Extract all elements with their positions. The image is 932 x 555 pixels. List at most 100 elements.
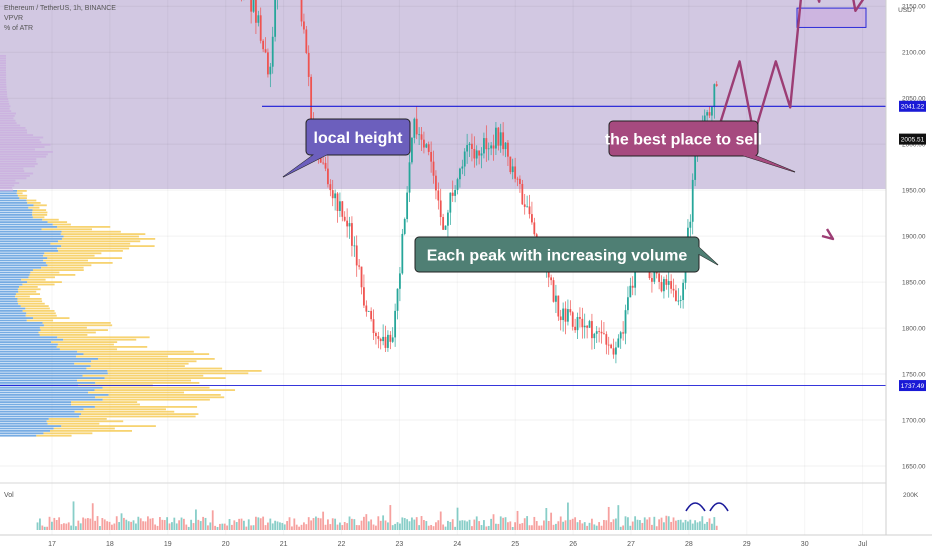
volume-bar [653, 516, 656, 530]
vp-bar-up [47, 422, 100, 425]
vp-bar-up [0, 93, 8, 96]
vp-bar-down [0, 218, 43, 221]
volume-bar [82, 517, 85, 530]
candle-body [442, 217, 445, 230]
vp-bar-up [91, 360, 197, 363]
volume-bar [576, 522, 579, 530]
vp-bar-up [41, 266, 84, 269]
vp-bar-down [0, 216, 33, 219]
vp-bar-down [0, 214, 33, 216]
volume-bar [444, 526, 447, 530]
volume-bar [531, 525, 533, 530]
vp-bar-up [0, 141, 42, 144]
candle-body [564, 308, 567, 322]
vpvr-label: VPVR [4, 15, 23, 22]
volume-bar [713, 517, 716, 530]
vp-bar-up [74, 410, 175, 413]
vp-bar-down [0, 334, 40, 336]
volume-bar [240, 518, 243, 530]
candle-body [591, 321, 593, 339]
candle-body [406, 192, 409, 219]
vp-bar-down [0, 242, 51, 245]
vp-bar-down [0, 310, 23, 312]
vp-bar-up [17, 190, 27, 192]
volume-bar [283, 524, 286, 530]
volume-bar [375, 525, 377, 530]
vp-bar-down [0, 370, 108, 372]
candle-body [303, 21, 305, 30]
volume-bar [660, 517, 663, 530]
volume-bar [631, 521, 634, 530]
volume-bar [192, 523, 195, 530]
volume-bar [343, 522, 346, 530]
projection-path[interactable] [716, 0, 877, 241]
volume-bar [163, 520, 166, 530]
sell-zones[interactable] [754, 0, 867, 28]
levels[interactable] [0, 0, 886, 386]
volume-bar [195, 509, 197, 530]
vp-bar-up [30, 271, 60, 274]
vp-bar-down [0, 197, 20, 199]
volume-bar [243, 520, 245, 530]
volume-bar [504, 517, 507, 530]
price-axis[interactable]: 1650.00 1700.00 1750.00 1800.00 1850.00 1900.… [899, 0, 926, 470]
candle-body [624, 310, 627, 334]
vp-bar-down [0, 360, 92, 363]
vp-bar-up [0, 124, 21, 127]
vp-bar-up [0, 127, 26, 129]
time-axis[interactable]: 17 18 19 20 21 22 23 24 25 26 27 28 29 30 Jul [48, 541, 867, 548]
volume-bar [454, 526, 457, 530]
volume-bar [365, 514, 368, 530]
volume-bar [233, 520, 236, 530]
annotations[interactable]: local height Each peak with increasing vo… [282, 118, 796, 273]
candle-body [658, 273, 661, 282]
volume-bar [334, 518, 337, 530]
candle-body [559, 316, 562, 321]
vp-bar-down [0, 326, 40, 329]
candle-body [307, 52, 310, 77]
candle-body [485, 138, 488, 150]
vp-bar-down [0, 295, 16, 298]
vp-bar-up [0, 69, 7, 72]
vp-bar-down [0, 401, 72, 403]
volume-bar [463, 520, 466, 530]
volume-bar [70, 525, 73, 530]
candle-body [346, 220, 349, 227]
vp-bar-up [26, 319, 54, 322]
vp-bar-down [0, 362, 75, 365]
volume-bar [694, 520, 697, 530]
candle-body [504, 142, 507, 150]
volume-bar [353, 519, 356, 530]
candle-body [459, 168, 461, 180]
vp-bar-up [79, 415, 196, 418]
volume-label: Vol [4, 492, 14, 499]
candle-body [394, 310, 397, 338]
volume-bar [387, 522, 389, 530]
vp-bar-down [0, 398, 103, 401]
vp-bar-down [0, 372, 108, 375]
candle-body [511, 166, 514, 173]
candle-body [365, 305, 368, 312]
volume-bar [159, 517, 161, 530]
volume-bar [401, 517, 404, 530]
volume-bar [492, 514, 495, 530]
vp-bar-down [0, 202, 28, 204]
vp-bar-up [58, 250, 123, 252]
volume-bar [634, 516, 637, 530]
vp-bar-down [0, 396, 96, 399]
vp-bar-down [0, 353, 84, 355]
volume-bar [245, 526, 248, 530]
volume-bar [247, 519, 250, 530]
candle-body [703, 115, 706, 123]
volume-bar [615, 518, 617, 530]
vp-bar-down [0, 346, 57, 348]
volume-bar [60, 524, 63, 530]
vp-bar-up [51, 341, 118, 343]
volume-bar [274, 520, 277, 530]
volume-bar [336, 524, 339, 530]
candle-body [351, 223, 353, 246]
vp-bar-down [0, 226, 58, 228]
volume-bar [415, 517, 418, 530]
volume-bar [372, 524, 375, 530]
